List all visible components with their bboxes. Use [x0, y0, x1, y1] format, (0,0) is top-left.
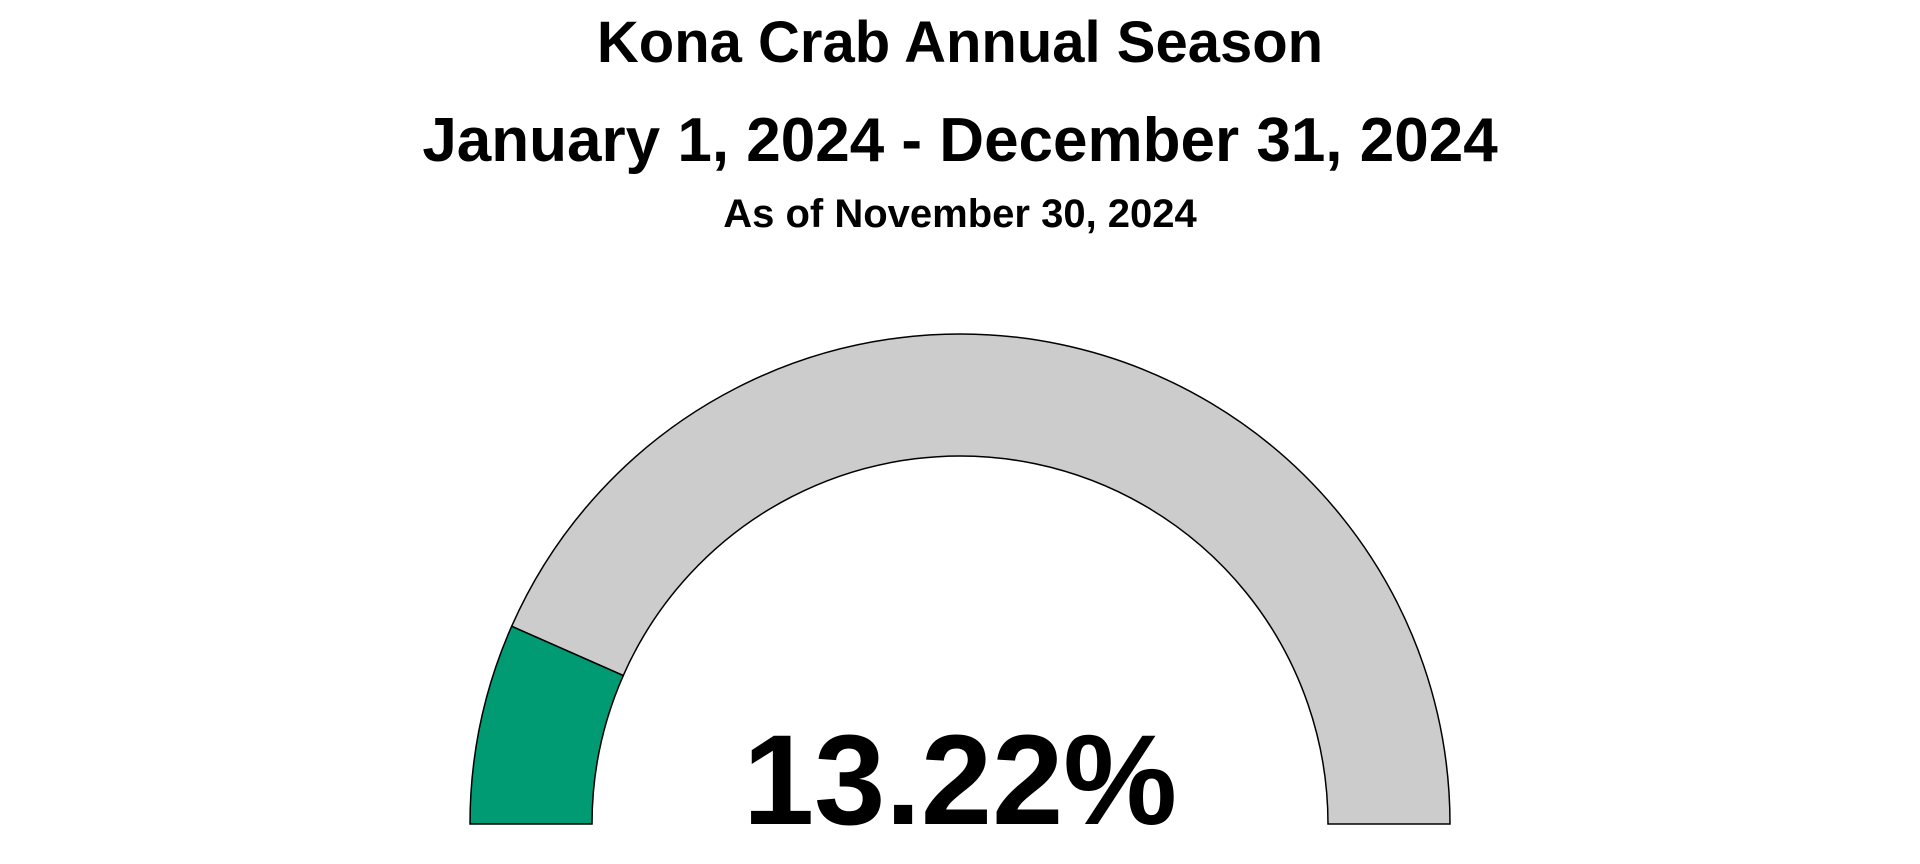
gauge-value-label: 13.22%: [743, 709, 1177, 852]
gauge-filled-arc: [469, 625, 625, 825]
as-of-date: As of November 30, 2024: [723, 192, 1197, 236]
chart-title: Kona Crab Annual Season: [596, 10, 1324, 75]
chart-subtitle: January 1, 2024 - December 31, 2024: [422, 106, 1498, 175]
gauge-remaining-arc: [510, 333, 1451, 825]
